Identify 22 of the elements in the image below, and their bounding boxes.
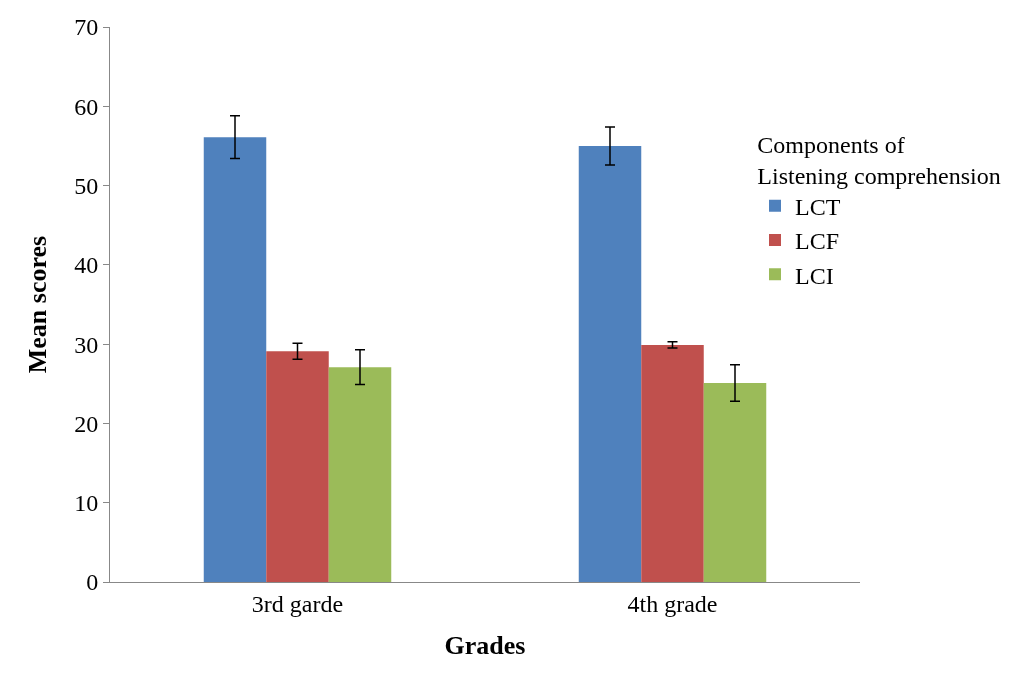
- y-tick-label: 10: [74, 490, 99, 517]
- y-tick-label: 30: [74, 331, 99, 358]
- legend-label: LCT: [795, 194, 841, 221]
- bar: [266, 351, 329, 582]
- y-tick-label: 0: [86, 569, 99, 596]
- y-tick-label: 70: [74, 14, 99, 41]
- legend-label: LCF: [795, 228, 840, 255]
- x-tick-label: 3rd garde: [251, 590, 344, 617]
- bar: [328, 367, 392, 582]
- y-axis-title: Mean scores: [22, 235, 52, 374]
- legend-label: LCI: [795, 262, 834, 289]
- x-axis-title: Grades: [444, 631, 526, 661]
- bar: [641, 344, 704, 582]
- y-tick-label: 20: [74, 410, 99, 437]
- x-tick-label: 4th grade: [627, 590, 718, 617]
- bar: [703, 382, 767, 582]
- legend-title: Components of Listening comprehension: [757, 131, 1001, 189]
- bar: [578, 145, 642, 582]
- y-tick-label: 60: [74, 93, 99, 120]
- bar: [203, 137, 267, 582]
- y-tick-label: 50: [74, 172, 99, 199]
- y-tick-label: 40: [74, 252, 99, 279]
